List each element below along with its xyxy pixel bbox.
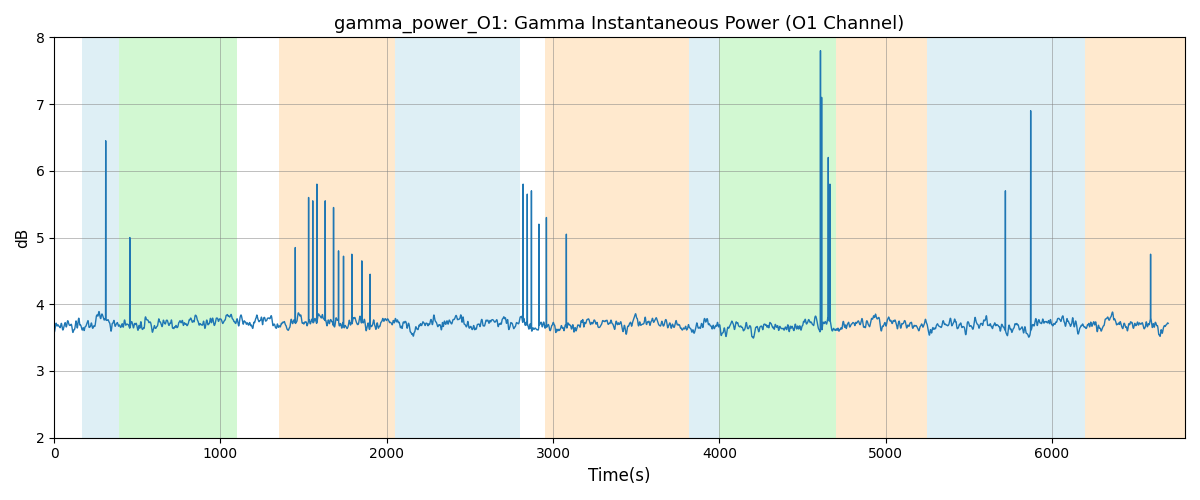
Bar bbox=[83, 38, 119, 438]
Bar bbox=[719, 38, 835, 438]
Y-axis label: dB: dB bbox=[16, 228, 30, 248]
X-axis label: Time(s): Time(s) bbox=[588, 467, 650, 485]
Bar bbox=[278, 38, 395, 438]
Bar bbox=[395, 38, 520, 438]
Title: gamma_power_O1: Gamma Instantaneous Power (O1 Channel): gamma_power_O1: Gamma Instantaneous Powe… bbox=[335, 15, 905, 34]
Bar bbox=[835, 38, 928, 438]
Bar bbox=[928, 38, 1085, 438]
Bar bbox=[119, 38, 238, 438]
Bar bbox=[1085, 38, 1184, 438]
Bar bbox=[690, 38, 719, 438]
Bar bbox=[545, 38, 690, 438]
